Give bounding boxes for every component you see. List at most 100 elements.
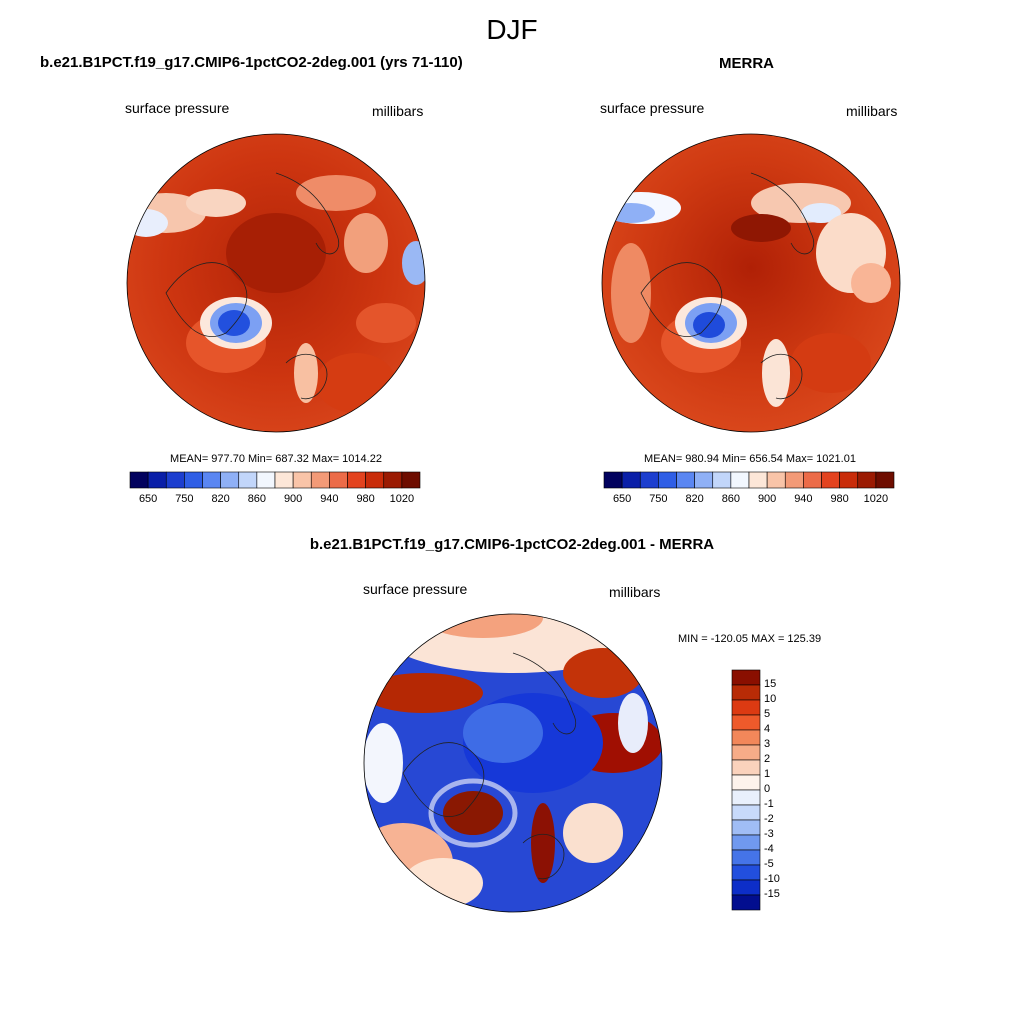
panel3-colorbar-box	[731, 699, 761, 716]
panel2-colorbar-tick: 860	[721, 493, 741, 505]
panel1-colorbar-box	[238, 471, 258, 489]
panel2-colorbar-box	[639, 471, 659, 489]
panel2-colorbar-box	[766, 471, 786, 489]
panel1-colorbar-tick: 820	[211, 493, 230, 505]
panel1-colorbar-box	[365, 471, 385, 489]
panel2-colorbar-box	[857, 471, 877, 489]
panel3-colorbar-box	[731, 789, 761, 806]
panel2-colorbar-box	[676, 471, 695, 489]
panel2-units-label: millibars	[846, 103, 898, 119]
panel3-colorbar-tick: 3	[764, 738, 771, 750]
panel1-polar-map	[126, 133, 426, 433]
panel3-colorbar-tick: 1	[764, 768, 771, 780]
panel1-colorbar-ticks: 650 750 820 860 900 940 980 1020	[130, 493, 420, 509]
panel1-colorbar-tick: 1020	[389, 493, 415, 505]
panel1-colorbar	[129, 471, 421, 489]
panel2-colorbar-box	[875, 471, 895, 489]
panel2-colorbar-tick: 900	[757, 493, 777, 505]
panel3-colorbar-box	[731, 879, 761, 896]
panel2-colorbar	[603, 471, 895, 489]
panel3-colorbar-tick: -15	[764, 888, 780, 900]
panel2-colorbar-box	[821, 471, 840, 489]
panel1-colorbar-box	[310, 471, 330, 489]
panel1-colorbar-box	[202, 471, 221, 489]
panel3-colorbar-box	[731, 669, 761, 686]
panel1-colorbar-tick: 980	[356, 493, 375, 505]
panel1-colorbar-tick: 750	[175, 493, 194, 505]
panel2-colorbar-box	[839, 471, 859, 489]
panel2-colorbar-box	[621, 471, 641, 489]
panel3-title: b.e21.B1PCT.f19_g17.CMIP6-1pctCO2-2deg.0…	[309, 536, 715, 553]
panel2-colorbar-tick: 650	[612, 493, 632, 505]
panel3-colorbar-box	[731, 744, 761, 761]
panel2-colorbar-box	[748, 471, 768, 489]
panel3-units-label: millibars	[609, 584, 661, 600]
panel3-colorbar-tick: 4	[764, 723, 771, 735]
panel1-colorbar-tick: 860	[247, 493, 267, 505]
panel2-polar-map	[601, 133, 901, 433]
panel1-variable-label: surface pressure	[125, 100, 230, 116]
panel2-colorbar-box	[712, 471, 732, 489]
panel3-colorbar-ticks: 15 10 5 4 3 2 1 0 -1 -2 -3 -4 -5 -10 -15	[764, 670, 804, 910]
panel3-colorbar-tick: -5	[764, 858, 774, 870]
panel3-colorbar-tick: 10	[764, 693, 777, 705]
panel1-colorbar-box	[165, 471, 185, 489]
panel1-colorbar-box	[129, 471, 149, 489]
panel2-colorbar-box	[603, 471, 623, 489]
figure-title: DJF	[486, 14, 538, 45]
panel2-colorbar-box	[694, 471, 714, 489]
panel1-stats: MEAN= 977.70 Min= 687.32 Max= 1014.22	[170, 453, 382, 465]
panel3-colorbar-tick: 0	[764, 783, 771, 795]
panel1-colorbar-box	[329, 471, 348, 489]
panel3-variable-label: surface pressure	[363, 581, 468, 597]
panel3-colorbar-tick: -4	[764, 843, 774, 855]
panel2-colorbar-tick: 980	[830, 493, 849, 505]
panel3-colorbar-box	[731, 714, 761, 731]
panel3-colorbar-box	[731, 804, 761, 821]
panel3-colorbar-box	[731, 864, 761, 881]
panel1-colorbar-box	[220, 471, 240, 489]
panel1-colorbar-box	[383, 471, 403, 489]
panel2-colorbar-tick: 750	[649, 493, 668, 505]
panel1-colorbar-tick: 940	[320, 493, 339, 505]
panel2-colorbar-box	[658, 471, 677, 489]
panel2-colorbar-tick: 1020	[863, 493, 889, 505]
panel3-colorbar-tick: -2	[764, 813, 774, 825]
panel3-colorbar-box	[731, 759, 761, 776]
panel3-stats: MIN = -120.05 MAX = 125.39	[678, 633, 822, 645]
panel1-colorbar-box	[401, 471, 421, 489]
panel3-colorbar-box	[731, 849, 761, 866]
panel1-colorbar-box	[147, 471, 167, 489]
panel1-units-label: millibars	[372, 103, 424, 119]
panel3-colorbar-box	[731, 729, 761, 746]
panel3-colorbar-box	[731, 834, 761, 851]
panel2-colorbar-box	[784, 471, 804, 489]
panel2-colorbar-box	[730, 471, 750, 489]
panel2-title: MERRA	[719, 55, 774, 72]
panel3-colorbar-tick: -3	[764, 828, 774, 840]
panel3-colorbar-tick: 5	[764, 708, 771, 720]
panel1-colorbar-tick: 900	[283, 493, 303, 505]
panel1-colorbar-box	[292, 471, 312, 489]
panel3-colorbar-box	[731, 819, 761, 836]
panel3-colorbar-tick: -10	[764, 873, 780, 885]
panel3-polar-map	[363, 613, 663, 913]
panel2-colorbar-tick: 820	[685, 493, 704, 505]
panel1-colorbar-box	[274, 471, 294, 489]
panel3-colorbar-box	[731, 684, 761, 701]
panel1-title: b.e21.B1PCT.f19_g17.CMIP6-1pctCO2-2deg.0…	[40, 54, 463, 71]
panel3-colorbar-box	[731, 894, 761, 911]
panel2-variable-label: surface pressure	[600, 100, 705, 116]
panel1-colorbar-box	[347, 471, 366, 489]
panel2-colorbar-box	[803, 471, 822, 489]
panel3-colorbar-box	[731, 774, 761, 791]
panel3-colorbar-tick: 15	[764, 678, 777, 690]
panel2-stats: MEAN= 980.94 Min= 656.54 Max= 1021.01	[644, 453, 856, 465]
panel1-colorbar-tick: 650	[138, 493, 158, 505]
panel1-colorbar-box	[256, 471, 276, 489]
panel2-colorbar-ticks: 650 750 820 860 900 940 980 1020	[604, 493, 894, 509]
panel3-colorbar	[731, 669, 761, 911]
panel2-colorbar-tick: 940	[794, 493, 813, 505]
panel1-colorbar-box	[184, 471, 203, 489]
panel3-colorbar-tick: -1	[764, 798, 774, 810]
